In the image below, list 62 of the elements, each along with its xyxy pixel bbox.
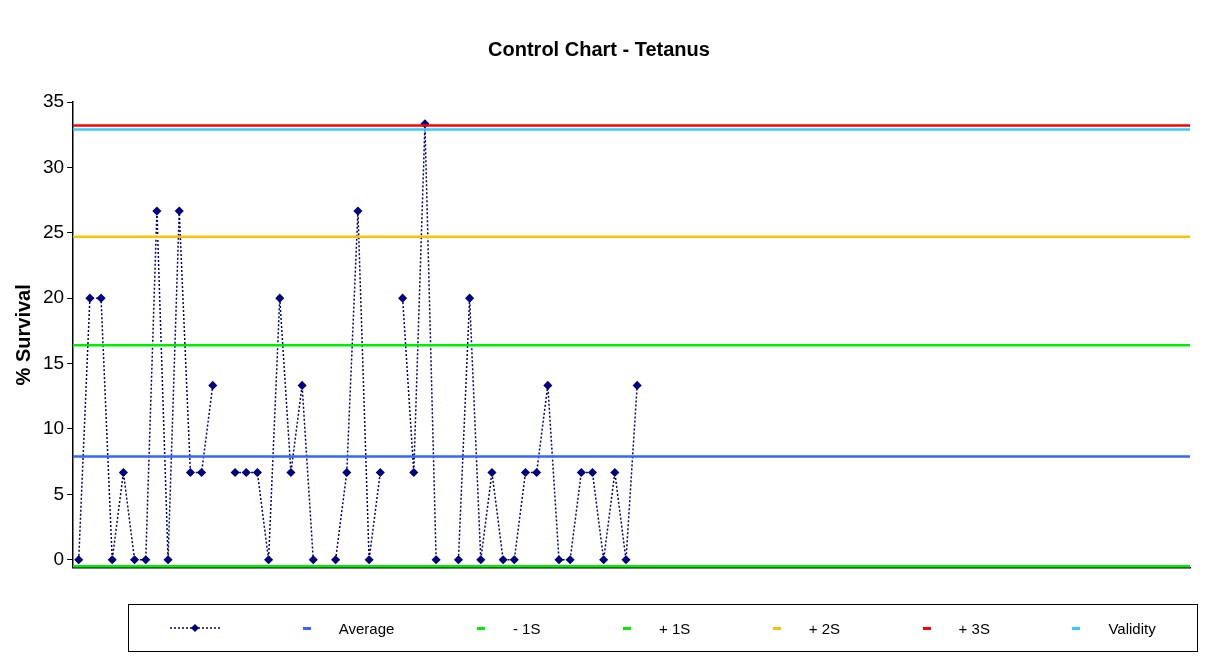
point (398, 293, 407, 303)
legend-label: - 1S (512, 619, 541, 637)
point (264, 555, 273, 564)
point (309, 555, 318, 564)
point (130, 555, 139, 564)
point (119, 468, 128, 477)
point (230, 468, 240, 477)
point (498, 555, 508, 564)
point (286, 468, 296, 477)
y-tick-label: 35 (42, 90, 65, 112)
y-axis-title: % Survival (11, 284, 34, 386)
legend-label: + 3S (958, 619, 990, 637)
point (599, 555, 608, 564)
y-tick-label: 15 (42, 351, 65, 373)
legend-label: Validity (1108, 619, 1156, 637)
point (364, 555, 374, 564)
legend-label: Average (338, 619, 395, 637)
point (74, 555, 83, 564)
point (510, 555, 519, 564)
point (253, 468, 262, 477)
point (565, 555, 575, 564)
point (186, 468, 195, 477)
chart-title: Control Chart - Tetanus (488, 37, 710, 60)
point (454, 555, 463, 564)
y-tick-label: 25 (42, 221, 65, 243)
point (409, 468, 419, 477)
point (476, 555, 486, 564)
y-tick-label: 30 (42, 155, 65, 177)
point (532, 468, 541, 477)
point (197, 468, 206, 477)
point (96, 293, 106, 303)
point (543, 381, 553, 390)
point (588, 468, 597, 477)
point (242, 468, 251, 477)
point (521, 468, 530, 477)
point (107, 555, 117, 564)
y-tick-label: 20 (42, 286, 65, 308)
point (297, 381, 307, 390)
point (577, 468, 586, 477)
point (632, 381, 642, 390)
y-tick-label: 0 (53, 547, 65, 569)
point (85, 293, 95, 303)
point (275, 293, 284, 303)
point (431, 555, 441, 564)
point (621, 555, 631, 564)
point (342, 468, 352, 477)
point (353, 206, 363, 216)
point (174, 206, 184, 216)
y-tick-label: 5 (53, 482, 65, 504)
point (487, 468, 497, 477)
point (554, 555, 564, 564)
point (610, 468, 620, 477)
point (208, 381, 217, 390)
point (331, 555, 340, 564)
point (465, 293, 474, 303)
point (163, 555, 173, 564)
legend-label: + 1S (658, 619, 691, 637)
y-tick-label: 10 (42, 417, 65, 439)
legend-label: + 2S (808, 619, 841, 637)
point (141, 555, 150, 564)
point (152, 206, 162, 216)
point (376, 468, 385, 477)
